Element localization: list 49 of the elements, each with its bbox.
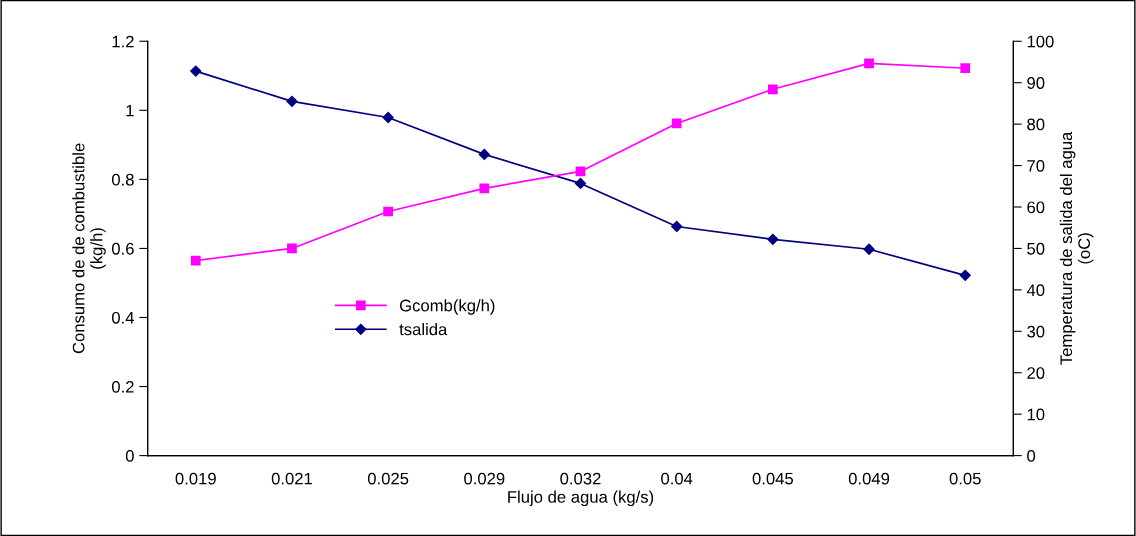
x-tick-label: 0.021 [271, 472, 312, 485]
y2-tick-label: 0 [1027, 450, 1036, 462]
point [286, 95, 298, 107]
x-tick-label: 0.045 [752, 472, 794, 485]
point [479, 183, 490, 194]
y-tick-label: 0.6 [111, 242, 134, 255]
point [767, 84, 778, 95]
point [671, 118, 682, 129]
x-tick-label: 0.032 [560, 472, 601, 485]
x-tick-label: 0.04 [661, 472, 693, 485]
point [863, 243, 875, 255]
y2-tick-label: 40 [1026, 284, 1045, 297]
point [478, 148, 490, 160]
y-tick-label: 1 [126, 104, 134, 117]
y-tick-label: 1.2 [112, 35, 134, 48]
y2-axis-title: Temperatura de salida del agua (oC) [1059, 131, 1094, 365]
x-tick-label: 0.049 [848, 472, 890, 485]
point [960, 63, 971, 74]
point [382, 111, 394, 124]
point [671, 220, 683, 233]
y2-tick-label: 10 [1027, 408, 1045, 421]
y2-tick-label: 20 [1027, 367, 1045, 379]
y2-tick-label: 60 [1027, 201, 1045, 214]
point [383, 206, 393, 217]
x-tick-label: 0.019 [175, 472, 216, 485]
point [190, 255, 201, 266]
point [767, 233, 779, 245]
point [959, 269, 971, 281]
y-tick-label: 0.4 [111, 311, 134, 324]
x-tick-label: 0.025 [367, 472, 409, 485]
y2-tick-label: 70 [1027, 159, 1045, 172]
x-tick-label: 0.029 [464, 472, 505, 485]
y2-tick-label: 80 [1027, 118, 1045, 131]
legend-label: Gcomb(kg/h) [399, 299, 495, 315]
y-tick-label: 0.2 [111, 380, 134, 393]
x-axis-title: Flujo de agua (kg/s) [508, 490, 654, 507]
point [190, 65, 202, 77]
point [287, 243, 297, 254]
y2-tick-label: 30 [1027, 325, 1045, 338]
point [864, 58, 874, 69]
y2-tick-label: 100 [1027, 35, 1054, 48]
y2-tick-label: 90 [1027, 77, 1045, 89]
x-tick-label: 0.05 [949, 472, 981, 485]
y2-tick-label: 50 [1027, 242, 1045, 255]
point [574, 177, 587, 189]
y-axis-title: Consumo de de combustible (kg/h) [72, 143, 106, 354]
y-tick-label: 0 [125, 450, 134, 462]
y-tick-label: 0.8 [111, 173, 134, 186]
legend-label: tsalida [399, 323, 448, 336]
